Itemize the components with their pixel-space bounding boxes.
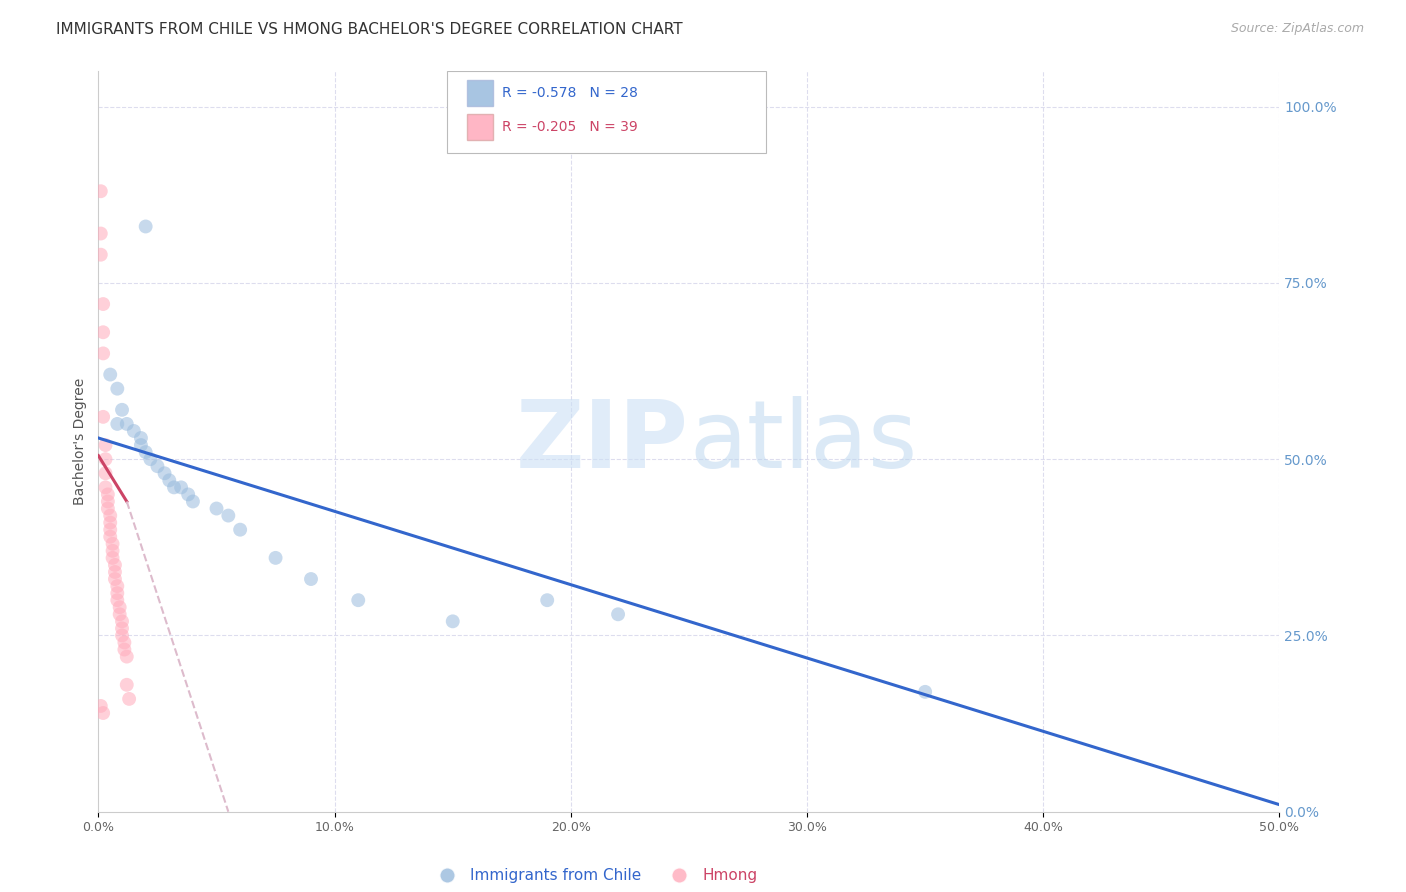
Point	[90, 698, 112, 713]
Y-axis label: Bachelor's Degree: Bachelor's Degree	[73, 378, 87, 505]
Point	[98, 368, 121, 382]
Point	[98, 523, 121, 537]
Point	[536, 593, 558, 607]
Point	[98, 530, 121, 544]
Point	[104, 558, 127, 572]
Point	[90, 248, 112, 262]
Point	[91, 297, 114, 311]
Point	[112, 635, 135, 649]
Point	[111, 402, 134, 417]
Point	[91, 706, 114, 720]
Point	[914, 685, 936, 699]
Point	[108, 607, 131, 622]
Point	[97, 487, 120, 501]
Text: R = -0.205   N = 39: R = -0.205 N = 39	[502, 120, 638, 134]
Point	[97, 501, 120, 516]
Text: ZIP: ZIP	[516, 395, 689, 488]
FancyBboxPatch shape	[447, 71, 766, 153]
Text: atlas: atlas	[689, 395, 917, 488]
Point	[105, 586, 128, 600]
Point	[94, 480, 117, 494]
Point	[97, 494, 120, 508]
Point	[101, 544, 124, 558]
Point	[129, 431, 152, 445]
Point	[98, 508, 121, 523]
Point	[108, 600, 131, 615]
Point	[91, 409, 114, 424]
Point	[264, 550, 287, 565]
Point	[607, 607, 630, 622]
Point	[111, 628, 134, 642]
Bar	[467, 79, 494, 106]
Point	[111, 615, 134, 629]
Point	[101, 550, 124, 565]
Point	[299, 572, 322, 586]
Point	[163, 480, 186, 494]
Point	[347, 593, 370, 607]
Point	[139, 452, 162, 467]
Text: IMMIGRANTS FROM CHILE VS HMONG BACHELOR'S DEGREE CORRELATION CHART: IMMIGRANTS FROM CHILE VS HMONG BACHELOR'…	[56, 22, 683, 37]
Point	[181, 494, 204, 508]
Point	[101, 537, 124, 551]
Point	[105, 417, 128, 431]
Point	[157, 473, 180, 487]
Point	[153, 467, 176, 481]
Point	[229, 523, 252, 537]
Point	[146, 459, 169, 474]
Point	[112, 642, 135, 657]
Point	[135, 445, 157, 459]
Point	[105, 579, 128, 593]
Point	[91, 325, 114, 339]
Point	[90, 184, 112, 198]
Point	[135, 219, 157, 234]
Point	[115, 649, 138, 664]
Point	[94, 467, 117, 481]
Point	[104, 565, 127, 579]
Point	[104, 572, 127, 586]
Text: R = -0.578   N = 28: R = -0.578 N = 28	[502, 86, 638, 100]
Point	[115, 417, 138, 431]
Point	[217, 508, 239, 523]
Legend: Immigrants from Chile, Hmong: Immigrants from Chile, Hmong	[426, 862, 763, 889]
Point	[177, 487, 200, 501]
Bar	[467, 113, 494, 140]
Point	[105, 593, 128, 607]
Point	[105, 382, 128, 396]
Point	[170, 480, 193, 494]
Point	[122, 424, 145, 438]
Point	[98, 516, 121, 530]
Point	[94, 438, 117, 452]
Point	[115, 678, 138, 692]
Point	[441, 615, 464, 629]
Point	[94, 452, 117, 467]
Point	[205, 501, 228, 516]
Point	[118, 692, 141, 706]
Point	[90, 227, 112, 241]
Point	[91, 346, 114, 360]
Text: Source: ZipAtlas.com: Source: ZipAtlas.com	[1230, 22, 1364, 36]
Point	[111, 621, 134, 635]
Point	[129, 438, 152, 452]
